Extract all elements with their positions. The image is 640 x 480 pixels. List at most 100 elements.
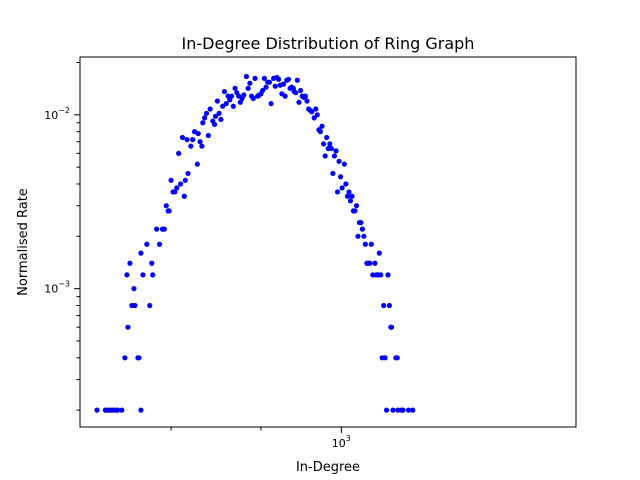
data-point: [344, 193, 351, 199]
data-point: [294, 77, 300, 83]
data-point: [195, 130, 201, 137]
data-point: [352, 208, 358, 214]
data-point: [199, 143, 205, 149]
data-point: [232, 85, 238, 91]
data-point: [241, 92, 247, 98]
data-point: [252, 75, 258, 81]
scatter-series: [94, 73, 416, 413]
data-point: [324, 134, 330, 141]
data-point: [131, 286, 137, 292]
data-point: [220, 103, 226, 109]
data-point: [328, 145, 334, 152]
data-point: [334, 189, 341, 195]
data-point: [190, 137, 196, 143]
data-point: [321, 141, 327, 147]
data-point: [280, 81, 287, 87]
data-point: [168, 177, 174, 183]
data-point: [410, 407, 416, 413]
data-point: [115, 407, 121, 413]
data-point: [176, 150, 182, 156]
data-point: [319, 123, 325, 129]
data-point: [296, 99, 302, 105]
axis-ticks: 103 10−2 10−3: [44, 61, 351, 450]
data-point: [136, 355, 142, 361]
data-point: [154, 226, 160, 232]
data-point: [347, 198, 354, 204]
data-point: [181, 193, 187, 199]
data-point: [245, 85, 251, 91]
data-point: [221, 88, 228, 95]
data-point: [188, 143, 194, 149]
data-point: [390, 407, 396, 413]
data-point: [140, 272, 146, 278]
y-axis-label: Normalised Rate: [16, 188, 31, 296]
data-point: [358, 219, 364, 226]
data-point: [260, 87, 266, 94]
data-point: [250, 95, 256, 102]
data-point: [282, 93, 288, 99]
data-point: [212, 113, 219, 119]
data-point: [247, 80, 253, 86]
plot-frame: [79, 56, 577, 428]
data-point: [339, 185, 345, 191]
data-point: [383, 407, 390, 413]
data-point: [184, 137, 190, 143]
data-point: [317, 129, 324, 135]
data-point: [275, 76, 282, 82]
data-point: [124, 272, 130, 278]
data-point: [166, 208, 172, 214]
data-point: [309, 109, 315, 115]
data-point: [378, 272, 384, 278]
data-point: [331, 153, 338, 159]
data-point: [341, 161, 347, 167]
data-point: [304, 98, 310, 104]
data-point: [372, 260, 378, 266]
data-point: [203, 110, 210, 116]
data-point: [337, 174, 344, 180]
data-point: [293, 90, 299, 96]
data-point: [177, 181, 184, 187]
data-point: [138, 250, 144, 256]
data-point: [330, 170, 336, 177]
data-point: [174, 185, 180, 191]
data-point: [132, 302, 138, 309]
data-point: [216, 110, 222, 116]
data-point: [349, 193, 355, 199]
data-point: [182, 177, 188, 183]
data-point: [147, 302, 153, 309]
data-point: [149, 260, 155, 266]
data-point: [388, 324, 395, 330]
data-point: [228, 93, 235, 99]
data-point: [272, 83, 278, 89]
data-point: [205, 132, 211, 139]
data-point: [353, 203, 360, 209]
data-point: [243, 73, 249, 80]
data-point: [313, 106, 319, 112]
data-point: [194, 161, 200, 167]
data-point: [314, 112, 320, 118]
data-point: [94, 407, 100, 413]
x-tick-label: 103: [332, 434, 351, 450]
data-point: [362, 241, 368, 247]
data-point: [218, 116, 224, 123]
chart-title: In-Degree Distribution of Ring Graph: [182, 34, 475, 53]
data-point: [185, 170, 191, 177]
data-point: [230, 103, 236, 109]
data-point: [223, 100, 229, 107]
data-point: [214, 98, 220, 104]
data-point: [285, 76, 292, 82]
data-point: [346, 189, 352, 195]
data-point: [382, 355, 388, 361]
y-tick-label: 10−3: [44, 280, 70, 296]
data-point: [322, 153, 328, 159]
data-point: [263, 84, 269, 90]
data-point: [179, 134, 186, 141]
data-point: [400, 407, 406, 413]
data-point: [361, 233, 367, 239]
data-point: [144, 241, 150, 247]
data-point: [370, 272, 376, 278]
data-point: [302, 93, 309, 99]
data-point: [202, 115, 208, 121]
data-point: [376, 250, 382, 256]
